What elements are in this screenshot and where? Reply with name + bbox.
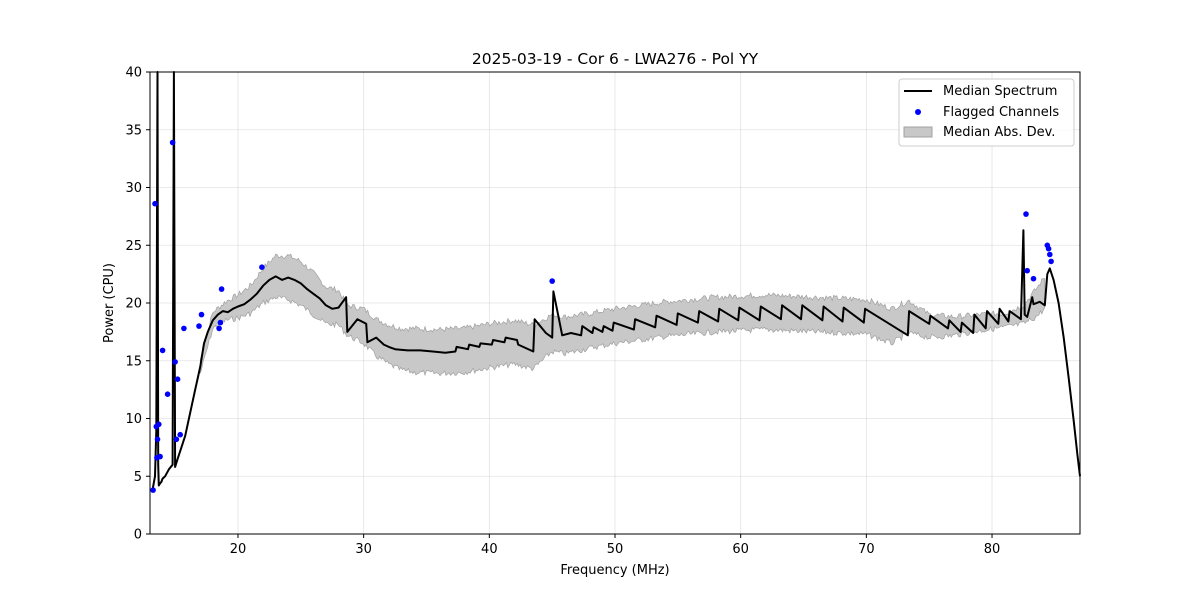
flagged-channel-point	[173, 436, 180, 443]
x-tick-label: 80	[984, 542, 1001, 557]
legend-flagged-swatch	[915, 109, 921, 115]
y-tick-label: 35	[125, 123, 142, 138]
legend-median-label: Median Spectrum	[943, 84, 1057, 99]
legend-flagged-label: Flagged Channels	[943, 105, 1059, 120]
flagged-channel-point	[174, 376, 181, 383]
flagged-channel-point	[154, 436, 161, 443]
flagged-channel-point	[181, 325, 187, 332]
legend-mad-label: Median Abs. Dev.	[943, 125, 1055, 140]
x-tick-label: 60	[732, 542, 749, 557]
y-tick-label: 40	[125, 66, 142, 81]
median-spectrum	[151, 71, 1081, 491]
flagged-channel-point	[150, 487, 156, 493]
y-tick-label: 10	[125, 412, 142, 427]
flagged-channel-point	[198, 311, 205, 318]
x-axis-label: Frequency (MHz)	[560, 563, 669, 578]
flagged-channel-point	[1024, 267, 1030, 274]
chart-title: 2025-03-19 - Cor 6 - LWA276 - Pol YY	[472, 50, 759, 68]
legend-mad-swatch	[903, 126, 933, 138]
x-tick-label: 50	[607, 542, 624, 557]
mad-band-area	[199, 253, 1046, 377]
y-tick-label: 0	[134, 528, 142, 543]
legend: Median Spectrum Flagged Channels Median …	[898, 78, 1075, 147]
flagged-channel-point	[549, 278, 555, 284]
flagged-channel-point	[217, 319, 224, 326]
flagged-channel-point	[1048, 258, 1054, 265]
flagged-channel-point	[1045, 245, 1052, 252]
flagged-channel-point	[218, 286, 225, 292]
x-tick-label: 30	[355, 542, 372, 557]
flagged-channel-point	[196, 323, 202, 329]
flagged-channel-point	[152, 200, 158, 207]
flagged-channel-point	[157, 453, 163, 460]
flagged-channel-point	[1030, 275, 1037, 282]
x-tick-label: 70	[858, 542, 875, 557]
y-tick-label: 25	[125, 239, 142, 254]
flagged-channel-point	[172, 359, 178, 365]
flagged-channel-point	[156, 421, 162, 428]
y-tick-label: 5	[134, 470, 142, 485]
flagged-channel-point	[1023, 211, 1029, 217]
y-tick-label: 15	[125, 354, 142, 369]
legend-box	[898, 78, 1075, 147]
x-tick-label: 40	[481, 542, 498, 557]
flagged-channels	[150, 139, 1054, 493]
flagged-channel-point	[216, 325, 222, 332]
flagged-channel-point	[169, 139, 176, 146]
median-spectrum-line	[151, 71, 1081, 491]
flagged-channel-point	[159, 347, 166, 354]
axis-ticks: 20 30 40 50 60 70 80 0 5 10 15 20 25 30 35 40	[125, 66, 1000, 558]
y-tick-label: 20	[125, 297, 142, 312]
median-abs-dev-band	[199, 253, 1046, 377]
flagged-channel-point	[259, 264, 265, 271]
flagged-channel-point	[1047, 251, 1053, 258]
x-tick-label: 20	[230, 542, 247, 557]
y-axis-label: Power (CPU)	[102, 263, 117, 343]
flagged-channel-point	[177, 431, 183, 438]
flagged-channel-point	[164, 391, 171, 398]
y-tick-label: 30	[125, 181, 142, 196]
